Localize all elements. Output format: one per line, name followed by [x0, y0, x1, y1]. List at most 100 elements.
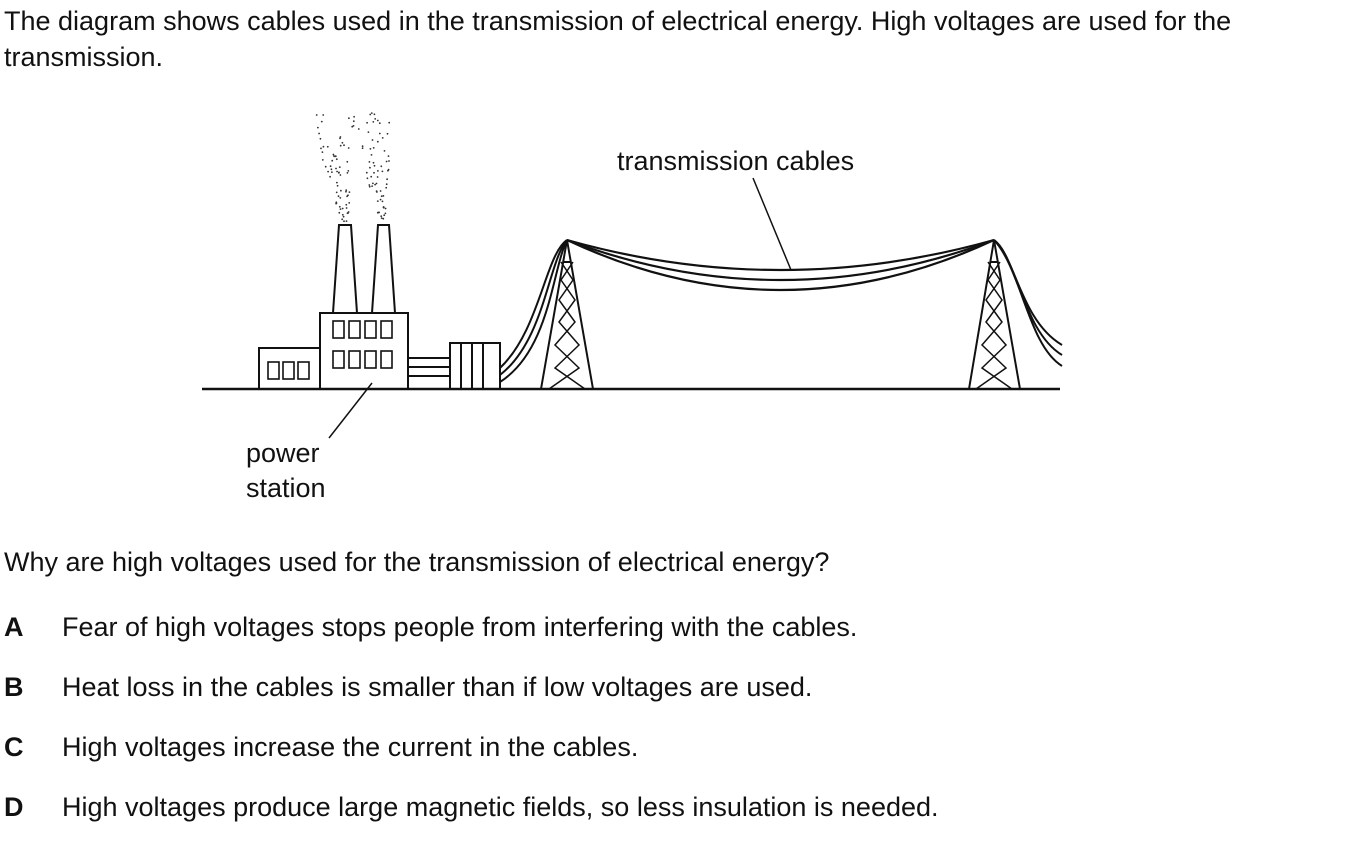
- smoke-dot: [386, 132, 389, 135]
- smoke-dot: [347, 147, 350, 149]
- option-d[interactable]: D High voltages produce large magnetic f…: [4, 790, 939, 850]
- smoke-dot: [371, 185, 373, 188]
- cables-right-exit: [993, 239, 1063, 367]
- smoke-dot: [384, 207, 387, 210]
- smoke-dot: [341, 218, 344, 221]
- smoke-dot: [326, 145, 329, 148]
- smoke-dot: [370, 154, 373, 156]
- smoke-dot: [385, 186, 388, 189]
- smoke-dot: [341, 141, 344, 144]
- smoke-dot: [376, 176, 379, 178]
- smoke-dot: [386, 178, 388, 181]
- option-b[interactable]: B Heat loss in the cables is smaller tha…: [4, 670, 939, 730]
- smoke-dot: [375, 182, 378, 185]
- smoke-dot: [346, 195, 348, 198]
- smoke-dot: [338, 205, 341, 208]
- smoke-dot: [335, 191, 338, 194]
- smoke-dot: [338, 211, 341, 214]
- smoke-dot: [372, 161, 375, 164]
- smoke-dot: [335, 158, 338, 161]
- smoke-dot: [385, 183, 388, 186]
- transmission-diagram: transmission cables power station: [202, 112, 1063, 503]
- smoke-dot: [322, 114, 325, 116]
- question-text: Why are high voltages used for the trans…: [4, 547, 830, 577]
- smoke-dot: [348, 202, 351, 204]
- smoke-dot: [352, 120, 355, 123]
- smoke-dot: [351, 125, 354, 128]
- smoke-dot: [366, 177, 369, 180]
- smoke-dot: [388, 160, 390, 162]
- smoke-dot: [339, 197, 342, 199]
- smoke-dot: [378, 122, 381, 125]
- smoke-dot: [377, 170, 379, 172]
- smoke-dot: [372, 121, 375, 123]
- smoke-dot: [329, 165, 332, 168]
- smoke-dot: [320, 120, 323, 123]
- smoke-dot: [379, 198, 382, 201]
- smoke-dot: [339, 174, 342, 176]
- smoke-dot: [340, 189, 342, 192]
- smoke-dot: [347, 170, 350, 172]
- smoke-dot: [369, 113, 372, 116]
- option-a[interactable]: A Fear of high voltages stops people fro…: [4, 610, 939, 670]
- smoke-dot: [345, 207, 348, 209]
- answer-options: A Fear of high voltages stops people fro…: [4, 610, 939, 850]
- smoke-dot: [335, 202, 337, 205]
- label-transmission-cables: transmission cables: [617, 146, 854, 176]
- smoke-dot: [336, 181, 338, 184]
- chimney-right: [371, 224, 396, 314]
- smoke-dot: [382, 217, 385, 220]
- smoke-dot: [383, 214, 386, 217]
- smoke-dot: [321, 151, 324, 154]
- smoke-dot: [343, 144, 345, 147]
- smoke-dot: [381, 170, 384, 173]
- pylon-right: [968, 239, 1021, 390]
- transmission-cables: [566, 238, 995, 292]
- smoke-dot: [378, 132, 381, 135]
- smoke-dot: [373, 171, 375, 174]
- station-main-block: [319, 312, 409, 390]
- smoke-dot: [378, 211, 380, 214]
- option-text: Fear of high voltages stops people from …: [62, 612, 858, 642]
- smoke-dot: [342, 215, 345, 218]
- smoke-dot: [343, 220, 345, 223]
- smoke-dot: [345, 189, 348, 192]
- smoke-dot: [373, 164, 376, 167]
- smoke-dot: [332, 153, 335, 156]
- power-station-leader-line: [328, 382, 373, 439]
- smoke-dot: [324, 165, 327, 168]
- option-c[interactable]: C High voltages increase the current in …: [4, 730, 939, 790]
- smoke-dot: [320, 147, 322, 150]
- smoke-dot: [368, 161, 371, 163]
- smoke-dot: [337, 195, 340, 198]
- smoke-dot: [341, 207, 344, 210]
- smoke-dot: [337, 172, 340, 174]
- smoke-dot: [361, 147, 364, 150]
- smoke-dot: [339, 137, 341, 140]
- option-text: Heat loss in the cables is smaller than …: [62, 672, 813, 702]
- smoke-dot: [368, 185, 371, 188]
- smoke-dot: [345, 220, 348, 223]
- option-text: High voltages produce large magnetic fie…: [62, 792, 939, 822]
- transformer: [449, 342, 501, 390]
- smoke-dot: [372, 182, 374, 185]
- chimney-left: [332, 224, 358, 314]
- smoke-dot: [379, 190, 382, 192]
- pylon-left: [540, 239, 594, 390]
- smoke-dot: [346, 172, 349, 174]
- smoke-dot: [317, 126, 319, 129]
- smoke-dot: [334, 155, 337, 158]
- smoke-dot: [315, 114, 318, 116]
- smoke-dot: [388, 121, 391, 124]
- smoke-dot: [367, 131, 370, 134]
- smoke-dot: [374, 118, 377, 120]
- intro-text: The diagram shows cables used in the tra…: [4, 6, 1232, 72]
- smoke-dot: [376, 200, 379, 203]
- smoke-dot: [352, 125, 355, 127]
- smoke-dot: [383, 150, 386, 152]
- label-station: station: [246, 473, 326, 503]
- smoke-dot: [348, 117, 350, 120]
- smoke-dot: [321, 159, 324, 161]
- smoke-dot: [339, 208, 342, 211]
- smoke-dot: [370, 112, 373, 114]
